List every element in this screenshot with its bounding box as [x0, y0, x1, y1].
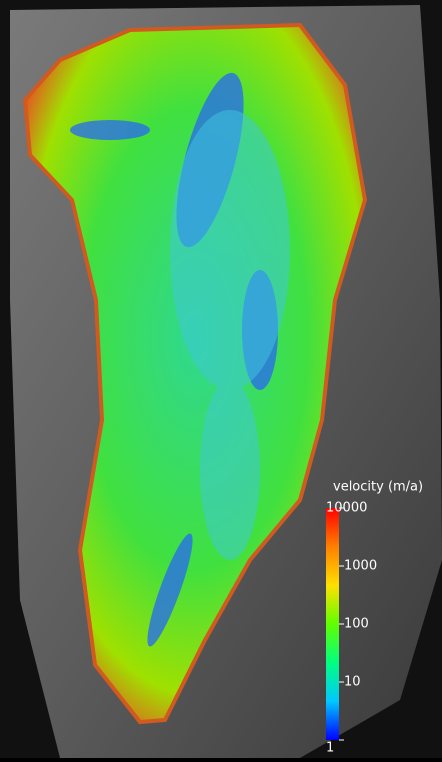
- colorbar-tick-label: 1000: [344, 559, 377, 574]
- colorbar-title: velocity (m/a): [333, 480, 423, 495]
- colorbar-tick-label: 100: [344, 617, 369, 632]
- colorbar-tick-label: 10: [344, 675, 361, 690]
- colorbar-tick-label: 10000: [326, 501, 367, 516]
- colorbar-tick-label: 1: [326, 741, 334, 756]
- colorbar: [326, 508, 339, 740]
- map-view: velocity (m/a) 1 10 100 1000 10000: [0, 0, 442, 758]
- page: {"colorbar": {"title": "velocity (m/a)",…: [0, 0, 442, 758]
